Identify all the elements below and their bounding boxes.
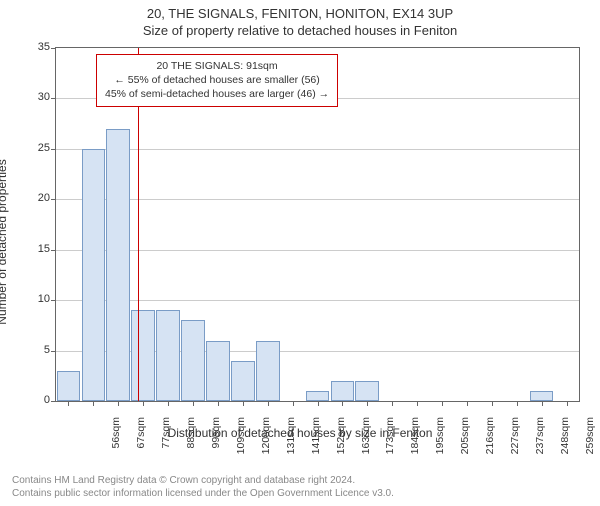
xtick-mark <box>143 401 144 406</box>
xtick-mark <box>318 401 319 406</box>
xtick-label: 77sqm <box>160 417 172 467</box>
ytick-label: 20 <box>10 192 50 204</box>
xtick-mark <box>417 401 418 406</box>
ytick-mark <box>51 149 56 150</box>
xtick-mark <box>68 401 69 406</box>
xtick-label: 67sqm <box>135 417 147 467</box>
ytick-mark <box>51 300 56 301</box>
xtick-label: 195sqm <box>434 417 446 467</box>
xtick-mark <box>442 401 443 406</box>
callout-line1: 20 THE SIGNALS: 91sqm <box>105 59 329 73</box>
xtick-mark <box>542 401 543 406</box>
ytick-mark <box>51 199 56 200</box>
ytick-mark <box>51 250 56 251</box>
xtick-label: 259sqm <box>584 417 596 467</box>
bar <box>206 341 230 402</box>
callout-line2: ← 55% of detached houses are smaller (56… <box>105 73 329 87</box>
ytick-label: 30 <box>10 91 50 103</box>
xtick-label: 227sqm <box>509 417 521 467</box>
xtick-label: 120sqm <box>260 417 272 467</box>
bar <box>306 391 330 401</box>
ytick-label: 35 <box>10 41 50 53</box>
xtick-mark <box>218 401 219 406</box>
gridline <box>56 300 579 301</box>
xtick-mark <box>243 401 244 406</box>
ytick-label: 25 <box>10 142 50 154</box>
gridline <box>56 250 579 251</box>
xtick-mark <box>367 401 368 406</box>
bar <box>57 371 81 401</box>
bar <box>355 381 379 401</box>
xtick-label: 163sqm <box>360 417 372 467</box>
xtick-mark <box>492 401 493 406</box>
plot-area: 56sqm67sqm77sqm88sqm99sqm109sqm120sqm131… <box>55 47 580 402</box>
plot-wrap: Number of detached properties 56sqm67sqm… <box>0 42 600 442</box>
xtick-mark <box>193 401 194 406</box>
chart-title-line2: Size of property relative to detached ho… <box>0 23 600 38</box>
xtick-mark <box>293 401 294 406</box>
xtick-mark <box>567 401 568 406</box>
ytick-mark <box>51 98 56 99</box>
xtick-label: 131sqm <box>285 417 297 467</box>
xtick-mark <box>93 401 94 406</box>
xtick-label: 152sqm <box>335 417 347 467</box>
xtick-mark <box>517 401 518 406</box>
gridline <box>56 149 579 150</box>
xtick-label: 99sqm <box>210 417 222 467</box>
footer-line1: Contains HM Land Registry data © Crown c… <box>12 474 394 487</box>
xtick-label: 216sqm <box>484 417 496 467</box>
xtick-mark <box>467 401 468 406</box>
xtick-mark <box>268 401 269 406</box>
ytick-label: 10 <box>10 293 50 305</box>
bar <box>131 310 155 401</box>
callout-box: 20 THE SIGNALS: 91sqm← 55% of detached h… <box>96 54 338 107</box>
xtick-label: 56sqm <box>110 417 122 467</box>
ytick-label: 0 <box>10 394 50 406</box>
bar <box>106 129 130 401</box>
xtick-label: 184sqm <box>409 417 421 467</box>
bar <box>156 310 180 401</box>
xtick-label: 248sqm <box>559 417 571 467</box>
xtick-label: 205sqm <box>459 417 471 467</box>
chart-title-line1: 20, THE SIGNALS, FENITON, HONITON, EX14 … <box>0 6 600 21</box>
y-axis-label: Number of detached properties <box>0 159 9 324</box>
ytick-mark <box>51 401 56 402</box>
footer-line2: Contains public sector information licen… <box>12 487 394 500</box>
xtick-mark <box>118 401 119 406</box>
xtick-label: 237sqm <box>534 417 546 467</box>
ytick-mark <box>51 351 56 352</box>
gridline <box>56 199 579 200</box>
xtick-mark <box>342 401 343 406</box>
ytick-label: 15 <box>10 243 50 255</box>
xtick-label: 88sqm <box>185 417 197 467</box>
xtick-label: 141sqm <box>310 417 322 467</box>
footer-attribution: Contains HM Land Registry data © Crown c… <box>12 474 394 500</box>
xtick-mark <box>392 401 393 406</box>
bar <box>331 381 355 401</box>
xtick-label: 109sqm <box>235 417 247 467</box>
ytick-mark <box>51 48 56 49</box>
bar <box>82 149 106 401</box>
callout-line3: 45% of semi-detached houses are larger (… <box>105 87 329 101</box>
bar <box>530 391 554 401</box>
xtick-label: 173sqm <box>384 417 396 467</box>
ytick-label: 5 <box>10 344 50 356</box>
bar <box>256 341 280 402</box>
bar <box>231 361 255 401</box>
xtick-mark <box>168 401 169 406</box>
x-axis-label: Distribution of detached houses by size … <box>0 426 600 440</box>
bar <box>181 320 205 401</box>
